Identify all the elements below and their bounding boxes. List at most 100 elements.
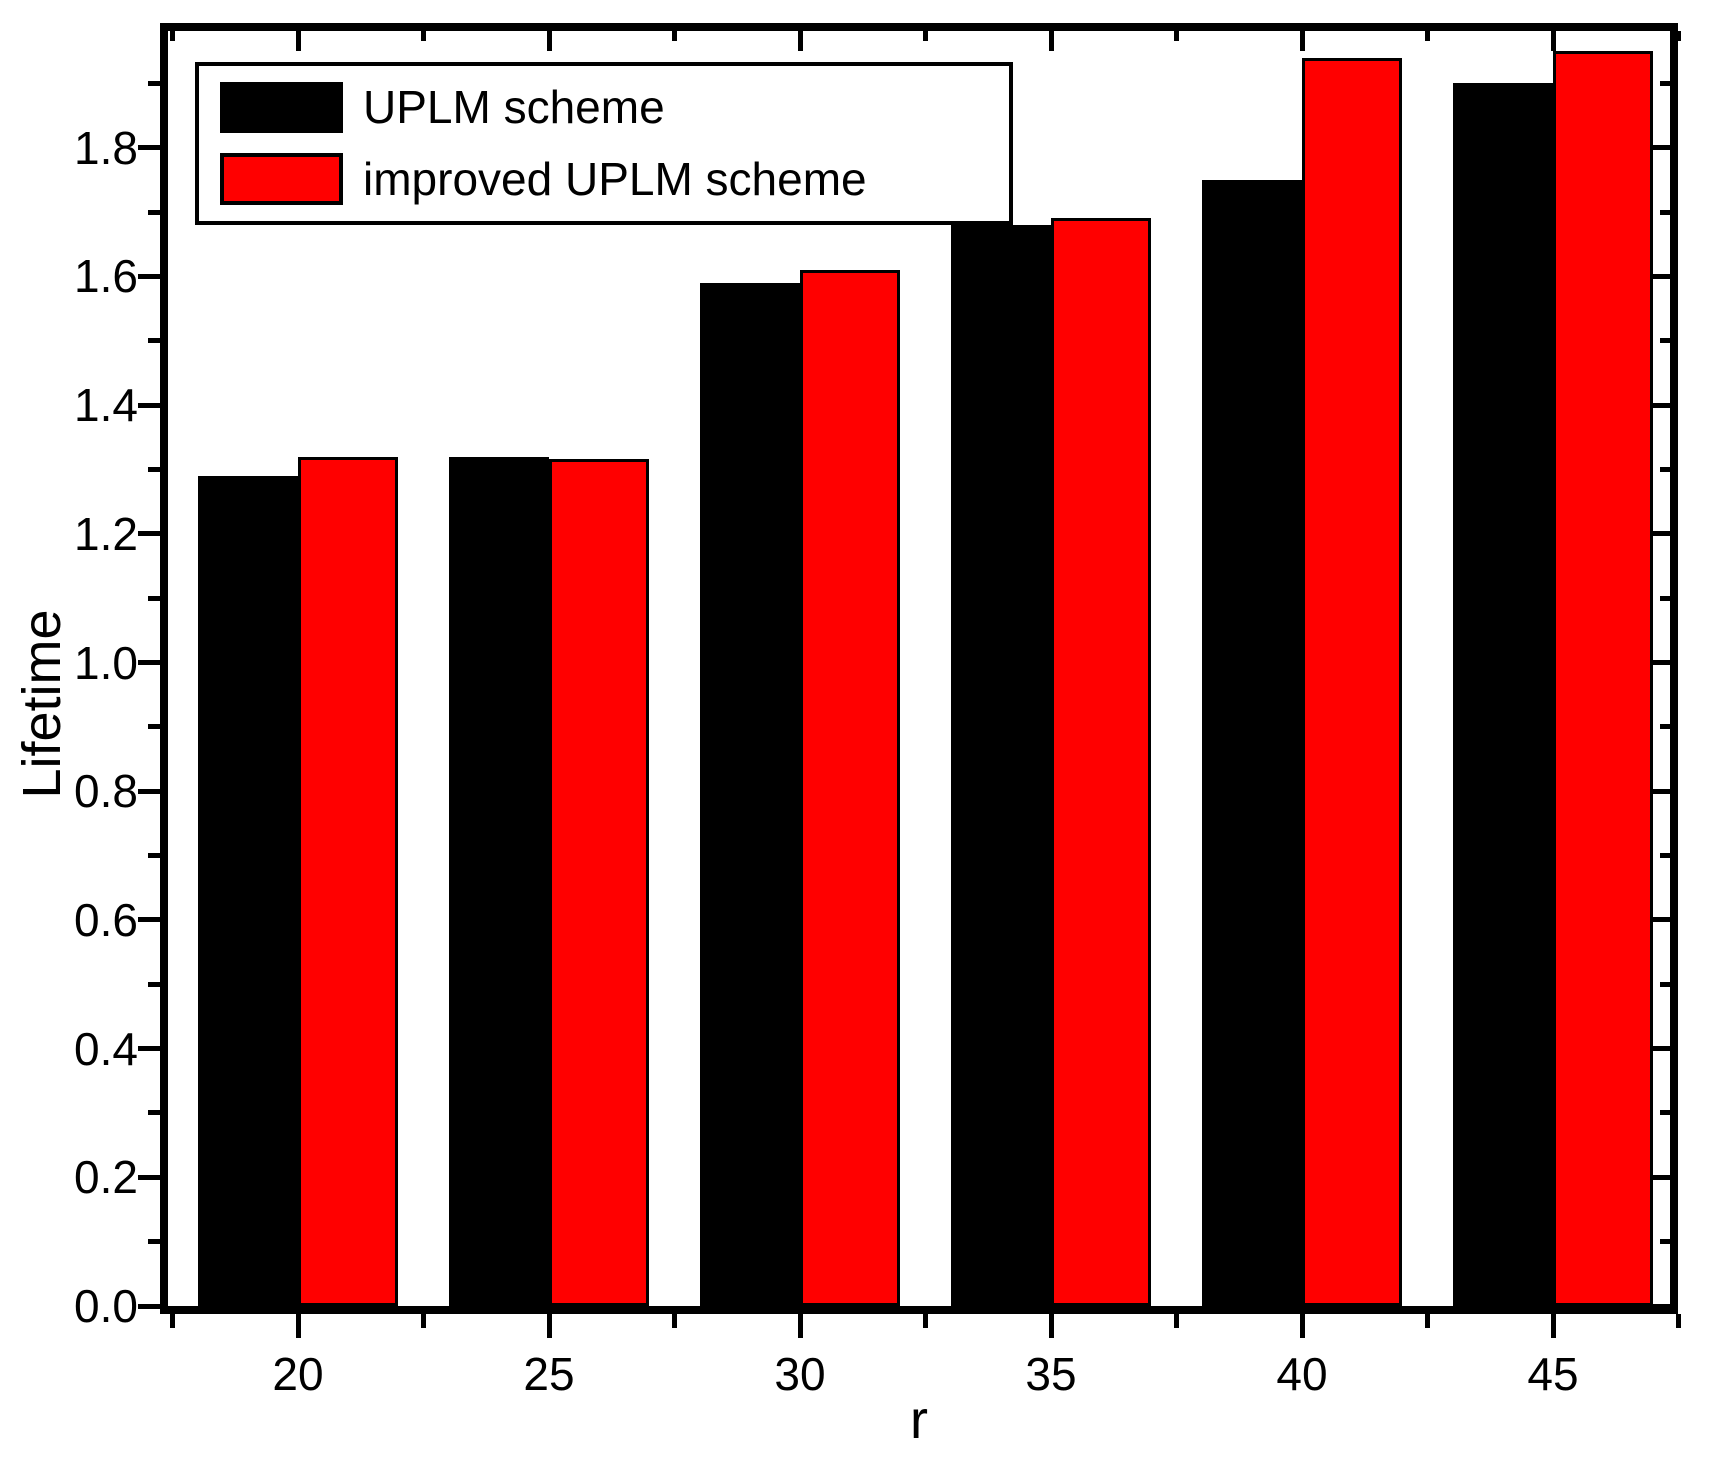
y-tick-label: 0.6 [74,893,138,946]
y-axis-right-minor-tick [1660,1239,1670,1245]
bar-uplm-r20 [198,476,298,1306]
legend-swatch-improved-uplm [220,153,343,205]
x-axis-top-minor-tick [923,31,928,41]
y-axis-major-tick [138,531,160,537]
y-axis-minor-tick [148,595,160,601]
y-axis-right-major-tick [1650,1046,1670,1052]
x-tick-label: 20 [272,1348,324,1400]
y-axis-right-major-tick [1650,917,1670,923]
y-axis-major-tick [138,660,160,665]
y-axis-major-tick [138,788,160,794]
x-axis-top-major-tick [1550,31,1556,51]
x-axis-top-major-tick [546,31,552,51]
x-axis-major-tick [1299,1314,1305,1338]
y-axis-right-minor-tick [1660,724,1670,730]
legend: UPLM scheme improved UPLM scheme [195,62,1013,225]
bar-uplm-r35 [951,225,1051,1306]
x-axis-top-minor-tick [170,31,175,41]
y-axis-right-major-tick [1650,273,1670,279]
y-axis-right-minor-tick [1660,981,1670,987]
y-axis-minor-tick [148,1110,160,1116]
y-tick-label: 1.8 [74,121,138,174]
x-axis-top-minor-tick [421,31,426,41]
y-axis-minor-tick [148,80,160,86]
y-tick-label: 1.2 [74,507,138,560]
x-axis-top-major-tick [1048,31,1054,51]
y-axis-major-tick [138,1303,160,1309]
y-axis-major-tick [138,1046,160,1052]
bar-uplm-r30 [700,283,800,1306]
y-axis-major-tick [138,1174,160,1180]
x-axis-minor-tick [923,1314,928,1328]
x-axis-minor-tick [421,1314,426,1328]
x-axis-title: r [910,1390,928,1450]
y-axis-right-minor-tick [1660,466,1670,472]
x-axis-top-minor-tick [1676,31,1681,41]
x-tick-label: 30 [774,1348,826,1400]
x-axis-top-minor-tick [1425,31,1430,41]
x-axis-major-tick [1048,1314,1054,1338]
y-axis-right-major-tick [1650,402,1670,408]
y-axis-minor-tick [148,1239,160,1245]
y-axis-major-tick [138,273,160,279]
y-axis-right-major-tick [1650,531,1670,537]
x-axis-top-minor-tick [1174,31,1179,41]
y-axis-minor-tick [148,466,160,472]
x-axis-major-tick [1550,1314,1556,1338]
bar-improved-uplm-r35 [1051,218,1151,1306]
x-axis-major-tick [295,1314,301,1338]
x-tick-label: 35 [1025,1348,1077,1400]
bar-uplm-r40 [1202,180,1302,1306]
plot-area [138,23,1681,1338]
bar-improved-uplm-r30 [800,270,900,1306]
y-tick-label: 1.6 [74,250,138,303]
bar-uplm-r45 [1453,83,1553,1306]
x-axis-top-major-tick [295,31,301,51]
x-axis-minor-tick [1174,1314,1179,1328]
y-tick-label: 0.4 [74,1022,138,1075]
legend-label-improved-uplm: improved UPLM scheme [363,153,867,205]
y-axis-right-minor-tick [1660,338,1670,344]
x-axis-top-major-tick [797,31,803,51]
legend-label-uplm: UPLM scheme [363,81,665,133]
x-axis-major-tick [546,1314,552,1338]
y-tick-label: 0.2 [74,1151,138,1204]
y-axis-major-tick [138,145,160,151]
y-axis-right-major-tick [1650,660,1670,665]
y-axis-right-minor-tick [1660,1110,1670,1116]
y-axis-minor-tick [148,981,160,987]
y-tick-label: 0.0 [74,1280,138,1332]
y-axis-minor-tick [148,338,160,344]
x-axis-minor-tick [1425,1314,1430,1328]
y-axis-right-minor-tick [1660,80,1670,86]
x-axis-minor-tick [1676,1314,1681,1328]
y-axis-minor-tick [148,724,160,730]
y-axis-right-major-tick [1650,1303,1670,1309]
y-axis-major-tick [138,917,160,923]
y-axis-right-minor-tick [1660,209,1670,215]
bar-improved-uplm-r20 [298,457,398,1306]
x-axis-minor-tick [170,1314,175,1328]
y-axis-right-major-tick [1650,145,1670,151]
x-axis-top-major-tick [1299,31,1305,51]
y-axis-right-major-tick [1650,1174,1670,1180]
bar-improved-uplm-r45 [1553,51,1653,1306]
bar-improved-uplm-r40 [1302,58,1402,1306]
x-axis-minor-tick [672,1314,677,1328]
legend-swatch-uplm [220,82,343,133]
y-tick-label: 1.4 [74,379,138,432]
bar-uplm-r25 [449,457,549,1306]
y-axis-right-minor-tick [1660,595,1670,601]
bar-improved-uplm-r25 [549,459,649,1306]
x-axis-major-tick [797,1314,803,1338]
y-axis-right-minor-tick [1660,853,1670,859]
x-tick-label: 40 [1276,1348,1328,1400]
y-tick-label: 1.0 [74,636,138,689]
x-tick-label: 45 [1527,1348,1579,1400]
y-axis-right-major-tick [1650,788,1670,794]
y-axis-major-tick [138,402,160,408]
x-axis-top-minor-tick [672,31,677,41]
x-tick-label: 25 [523,1348,575,1400]
y-axis-minor-tick [148,209,160,215]
